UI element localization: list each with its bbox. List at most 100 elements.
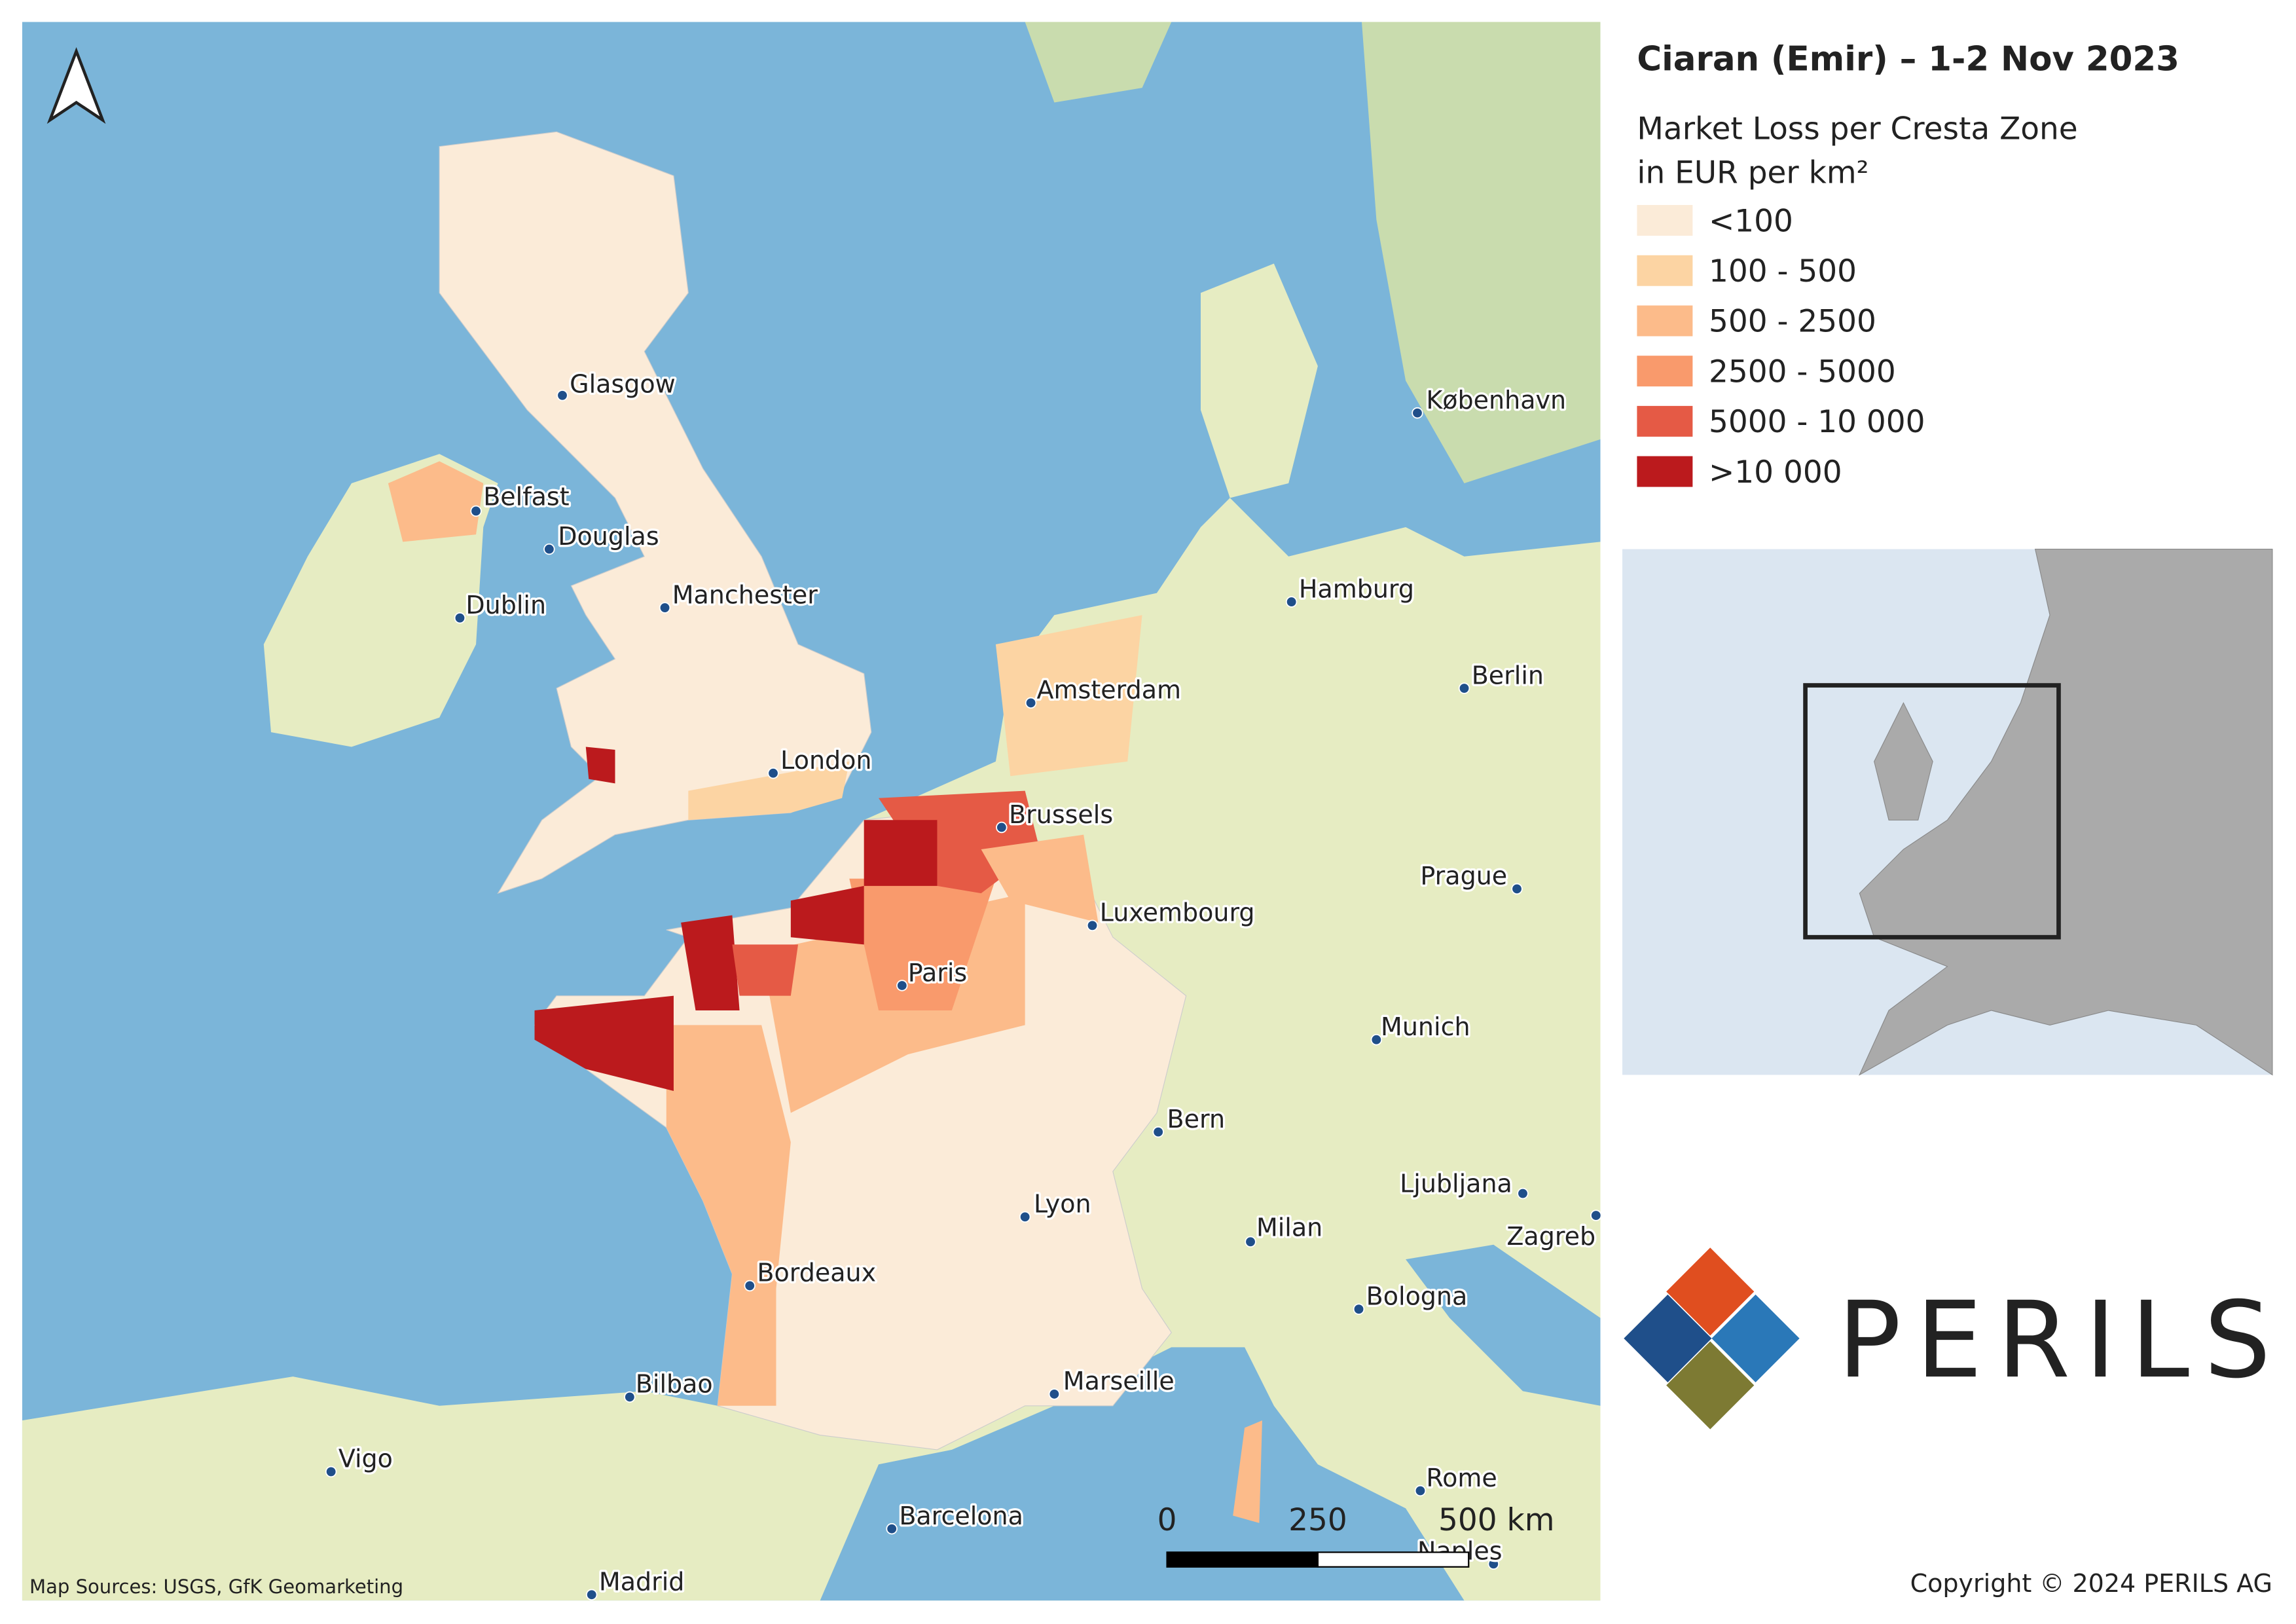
city-label: Berlin bbox=[1472, 661, 1544, 690]
zone bbox=[585, 747, 615, 784]
city-label: Bologna bbox=[1366, 1282, 1468, 1310]
city-dot bbox=[1517, 1187, 1529, 1200]
city-label: Vigo bbox=[338, 1445, 393, 1473]
city-label: Belfast bbox=[483, 483, 569, 511]
city-dot bbox=[1025, 697, 1037, 709]
city-dot bbox=[744, 1280, 756, 1292]
city-label: Lyon bbox=[1034, 1190, 1091, 1219]
city-label: Luxembourg bbox=[1100, 898, 1255, 927]
city-label: Marseille bbox=[1063, 1367, 1175, 1395]
legend-swatch bbox=[1637, 405, 1693, 437]
city-dot bbox=[896, 980, 908, 991]
city-label: Douglas bbox=[558, 522, 659, 551]
city-label: Hamburg bbox=[1299, 574, 1414, 603]
city-dot bbox=[886, 1522, 898, 1535]
north-arrow bbox=[46, 47, 106, 124]
legend-swatch bbox=[1637, 255, 1693, 286]
corsica bbox=[1233, 1420, 1262, 1523]
inset-map bbox=[1622, 549, 2273, 1076]
city-dot bbox=[1019, 1211, 1031, 1223]
zone bbox=[681, 915, 740, 1011]
city-dot bbox=[996, 821, 1008, 834]
map-frame bbox=[22, 22, 1601, 1601]
city-label: Glasgow bbox=[570, 369, 676, 398]
legend-label: 100 - 500 bbox=[1709, 253, 1857, 289]
scale-label: 500 km bbox=[1438, 1502, 1554, 1538]
legend-swatch bbox=[1637, 456, 1693, 487]
city-dot bbox=[659, 602, 671, 614]
city-dot bbox=[470, 505, 482, 517]
legend-swatch bbox=[1637, 205, 1693, 236]
city-label: Barcelona bbox=[899, 1502, 1023, 1530]
scale-label: 250 bbox=[1288, 1502, 1347, 1538]
map-sources: Map Sources: USGS, GfK Geomarketing bbox=[29, 1576, 403, 1598]
zone bbox=[534, 995, 674, 1092]
city-label: Bern bbox=[1167, 1105, 1225, 1134]
legend-title: in EUR per km² bbox=[1637, 155, 1868, 191]
norway bbox=[1025, 22, 1172, 103]
city-label: Prague bbox=[1420, 862, 1507, 891]
legend-label: <100 bbox=[1709, 203, 1793, 239]
city-dot bbox=[1370, 1034, 1383, 1046]
scale-label: 0 bbox=[1157, 1502, 1177, 1538]
city-label: Paris bbox=[908, 958, 967, 987]
legend-title: Market Loss per Cresta Zone bbox=[1637, 111, 2077, 147]
copyright: Copyright © 2024 PERILS AG bbox=[1910, 1569, 2272, 1598]
city-dot bbox=[556, 390, 568, 401]
mediterranean bbox=[820, 1347, 1465, 1601]
city-dot bbox=[543, 543, 555, 555]
city-label: Manchester bbox=[672, 580, 818, 609]
city-dot bbox=[1414, 1485, 1427, 1497]
legend-label: >10 000 bbox=[1709, 454, 1842, 490]
zone bbox=[666, 1025, 791, 1406]
city-dot bbox=[1285, 596, 1298, 608]
zone bbox=[981, 834, 1099, 923]
netherlands bbox=[995, 615, 1142, 777]
city-label: Ljubljana bbox=[1400, 1169, 1512, 1198]
city-dot bbox=[1353, 1303, 1365, 1315]
northern-ireland bbox=[388, 461, 484, 542]
inset-extent bbox=[1803, 683, 2061, 940]
city-label: Milan bbox=[1256, 1213, 1322, 1242]
adriatic bbox=[1406, 1244, 1601, 1406]
zone bbox=[790, 885, 864, 945]
logo-text: PERILS bbox=[1838, 1279, 2286, 1401]
legend-label: 5000 - 10 000 bbox=[1709, 404, 1925, 440]
scale-bar bbox=[1317, 1551, 1470, 1568]
south-england bbox=[688, 761, 850, 821]
legend-label: 500 - 2500 bbox=[1709, 304, 1876, 340]
cities: Glasgow Belfast Douglas Dublin Manchester Ams… bbox=[325, 367, 1602, 1600]
legend: <100 100 - 500 500 - 2500 2500 - 5000 5000 -… bbox=[1637, 203, 1925, 490]
city-dot bbox=[1152, 1126, 1164, 1138]
scale-bar bbox=[1166, 1551, 1319, 1568]
city-dot bbox=[454, 612, 466, 624]
city-label: Bordeaux bbox=[757, 1259, 876, 1287]
zone bbox=[732, 944, 799, 996]
city-dot bbox=[767, 767, 779, 779]
zone bbox=[849, 878, 996, 1011]
city-dot bbox=[1086, 919, 1099, 932]
city-label: Munich bbox=[1381, 1012, 1470, 1041]
city-label: London bbox=[780, 746, 871, 775]
denmark bbox=[1201, 263, 1318, 498]
city-label: København bbox=[1426, 386, 1566, 415]
legend-swatch bbox=[1637, 305, 1693, 337]
city-dot bbox=[1511, 883, 1523, 895]
city-label: Dublin bbox=[465, 591, 546, 619]
great-britain bbox=[439, 131, 872, 895]
city-label: Madrid bbox=[599, 1568, 685, 1596]
city-dot bbox=[586, 1589, 598, 1600]
legend-swatch bbox=[1637, 356, 1693, 387]
city-label: Rome bbox=[1426, 1464, 1497, 1492]
city-label: Bilbao bbox=[636, 1370, 713, 1399]
city-label: Brussels bbox=[1009, 800, 1113, 829]
city-dot bbox=[1048, 1388, 1061, 1400]
city-label: Zagreb bbox=[1506, 1222, 1595, 1251]
zone bbox=[864, 820, 938, 886]
city-dot bbox=[1458, 682, 1470, 694]
legend-label: 2500 - 5000 bbox=[1709, 354, 1896, 390]
city-dot bbox=[1412, 407, 1423, 419]
city-dot bbox=[1245, 1236, 1256, 1248]
